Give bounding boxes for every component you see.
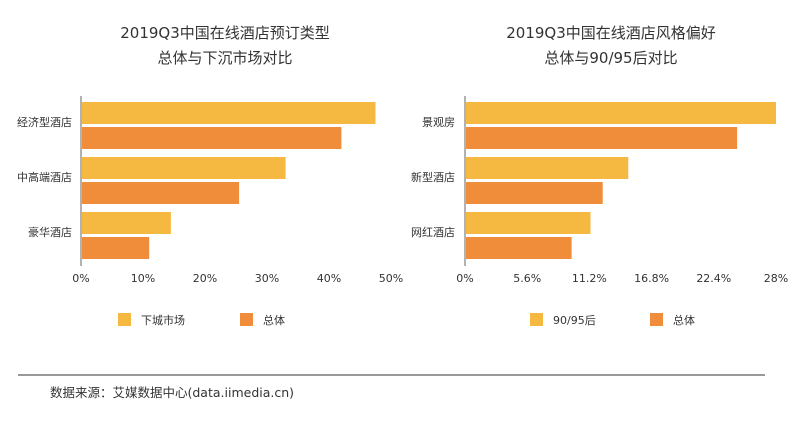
chart-subtitle: 总体与下沉市场对比 <box>157 49 292 67</box>
x-tick-label: 10% <box>131 272 155 285</box>
x-tick-label: 0% <box>72 272 89 285</box>
bar-series-b <box>466 182 603 204</box>
bar-series-a <box>82 102 376 124</box>
x-tick-label: 28% <box>764 272 788 285</box>
bar-series-a <box>466 102 776 124</box>
category-label: 豪华酒店 <box>28 225 72 239</box>
category-label: 网红酒店 <box>411 225 455 239</box>
hotel-style-chart: 2019Q3中国在线酒店风格偏好 总体与90/95后对比 景观房新型酒店网红酒店… <box>411 24 788 327</box>
bar-series-b <box>82 182 240 204</box>
bar-series-b <box>466 127 738 149</box>
bar-series-a <box>82 212 171 234</box>
x-tick-label: 0% <box>456 272 473 285</box>
legend-label: 总体 <box>263 313 285 327</box>
category-label: 经济型酒店 <box>17 115 72 129</box>
x-tick-label: 20% <box>193 272 217 285</box>
legend-swatch <box>240 313 253 326</box>
legend-swatch <box>118 313 131 326</box>
x-tick-label: 30% <box>255 272 279 285</box>
x-tick-label: 50% <box>379 272 403 285</box>
bar-series-a <box>466 157 629 179</box>
chart-title: 2019Q3中国在线酒店预订类型 <box>120 24 330 42</box>
legend-label: 90/95后 <box>553 314 596 327</box>
chart-subtitle: 总体与90/95后对比 <box>544 49 677 67</box>
bar-series-a <box>82 157 286 179</box>
hotel-type-chart: 2019Q3中国在线酒店预订类型 总体与下沉市场对比 经济型酒店中高端酒店豪华酒… <box>17 24 403 327</box>
x-tick-label: 16.8% <box>634 272 669 285</box>
category-label: 新型酒店 <box>411 170 455 184</box>
bar-series-b <box>466 237 572 259</box>
bar-series-b <box>82 127 342 149</box>
bar-series-a <box>466 212 591 234</box>
x-tick-label: 40% <box>317 272 341 285</box>
legend-label: 总体 <box>673 313 695 327</box>
category-label: 中高端酒店 <box>17 170 72 184</box>
legend-label: 下城市场 <box>141 313 185 327</box>
legend-swatch <box>650 313 663 326</box>
x-tick-label: 22.4% <box>696 272 731 285</box>
legend-swatch <box>530 313 543 326</box>
category-label: 景观房 <box>422 116 455 129</box>
chart-title: 2019Q3中国在线酒店风格偏好 <box>506 24 716 42</box>
x-tick-label: 11.2% <box>572 272 607 285</box>
source-note: 数据来源：艾媒数据中心(data.iimedia.cn) <box>50 385 295 400</box>
bar-series-b <box>82 237 150 259</box>
x-tick-label: 5.6% <box>513 272 541 285</box>
